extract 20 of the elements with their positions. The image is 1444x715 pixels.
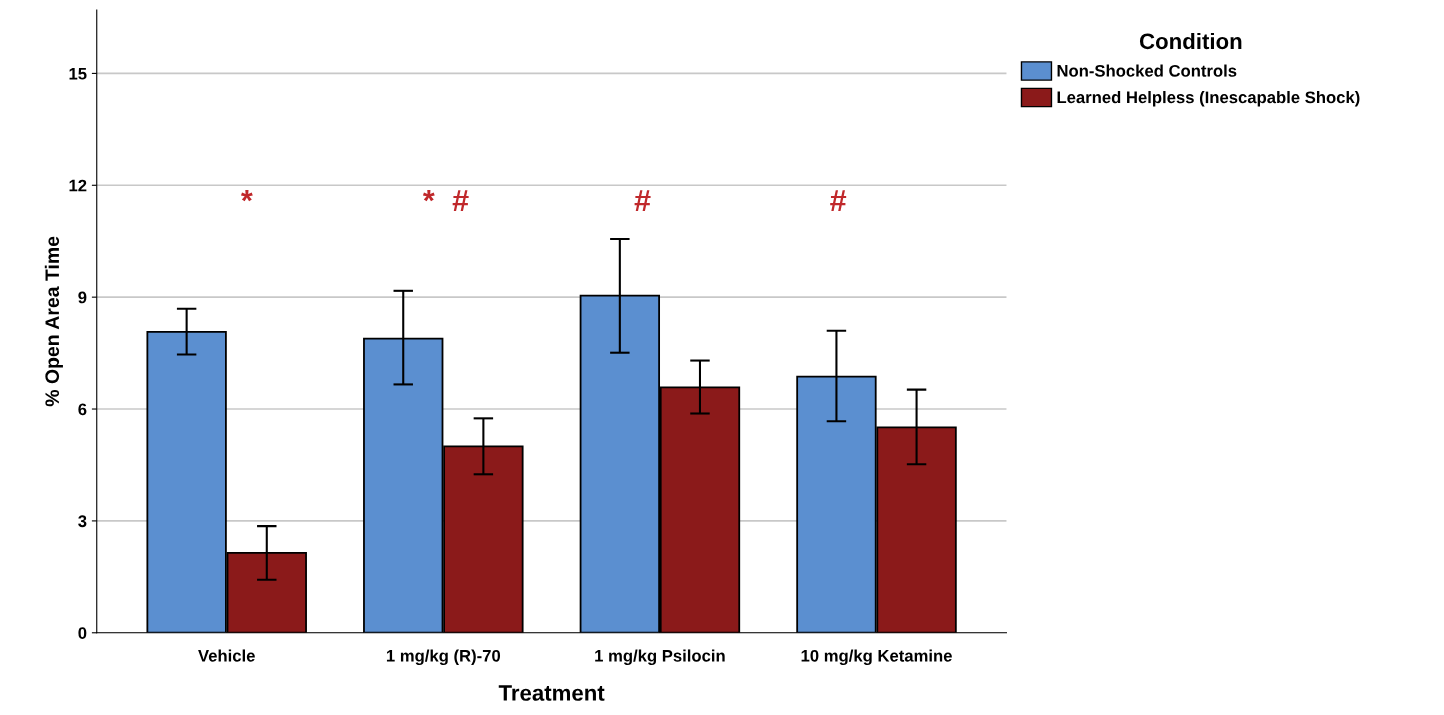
annotation: # — [830, 190, 847, 211]
y-tick-label: 15 — [69, 67, 87, 80]
x-axis-title: Treatment — [498, 685, 605, 701]
legend-title: Condition — [1139, 32, 1242, 50]
y-tick-label: 9 — [78, 291, 87, 304]
x-tick-label: Vehicle — [198, 649, 255, 662]
annotation: * — [422, 189, 435, 202]
legend-label: Non-Shocked Controls — [1057, 64, 1237, 77]
y-tick-label: 12 — [69, 179, 87, 192]
x-tick-label: 1 mg/kg (R)-70 — [386, 649, 501, 666]
y-tick-label: 0 — [78, 627, 87, 639]
annotation: # — [452, 190, 469, 211]
y-axis-title: % Open Area Time — [44, 236, 63, 407]
x-tick-label: 1 mg/kg Psilocin — [595, 649, 725, 666]
annotation: * — [241, 189, 253, 202]
annotation: # — [634, 190, 651, 211]
y-tick-label: 3 — [78, 515, 87, 528]
y-tick-label: 6 — [78, 403, 87, 416]
x-tick-label: 10 mg/kg Ketamine — [801, 649, 952, 666]
legend-label: Learned Helpless (Inescapable Shock) — [1057, 91, 1360, 107]
